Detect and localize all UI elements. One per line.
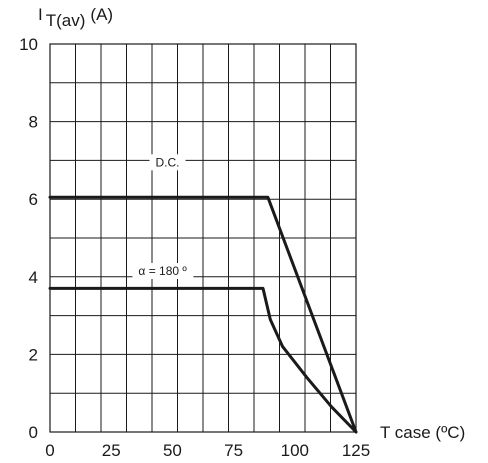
series-line-2: [48, 286, 358, 434]
annotation-background: [132, 262, 194, 279]
y-axis-title: I T(av) (A): [38, 5, 113, 30]
x-tick-label: 25: [102, 441, 121, 460]
x-tick-label: 75: [224, 441, 243, 460]
y-tick-label: 0: [29, 423, 38, 442]
y-tick-label: 10: [19, 35, 38, 54]
y-tick-label: 6: [29, 190, 38, 209]
plot-frame: [49, 43, 357, 433]
y-axis-title-symbol: I: [38, 5, 43, 24]
x-tick-label: 125: [342, 441, 370, 460]
y-tick-labels: 0 2 4 6 8 10: [19, 35, 38, 442]
y-axis-title-subscript: T(av): [46, 11, 86, 30]
y-tick-label: 8: [29, 113, 38, 132]
y-tick-label: 2: [29, 345, 38, 364]
series-annotation-2: α = 180 º: [132, 262, 194, 279]
annotation-text: D.C.: [156, 155, 180, 169]
series-annotation-1: D.C.: [149, 154, 186, 171]
annotation-text: α = 180 º: [138, 264, 187, 278]
series-layer: [48, 195, 358, 434]
y-axis-title-unit: (A): [90, 5, 113, 24]
x-tick-label: 50: [163, 441, 182, 460]
x-tick-label: 100: [281, 441, 309, 460]
x-tick-label: 0: [45, 441, 54, 460]
annotation-layer: D.C. α = 180 º: [132, 154, 194, 279]
series-line-1: [48, 195, 358, 434]
annotation-background: [149, 154, 186, 171]
y-tick-label: 4: [29, 268, 38, 287]
x-axis-title: T case (ºC): [380, 423, 465, 442]
grid: [50, 44, 356, 432]
x-tick-labels: 0 25 50 75 100 125: [45, 441, 370, 460]
